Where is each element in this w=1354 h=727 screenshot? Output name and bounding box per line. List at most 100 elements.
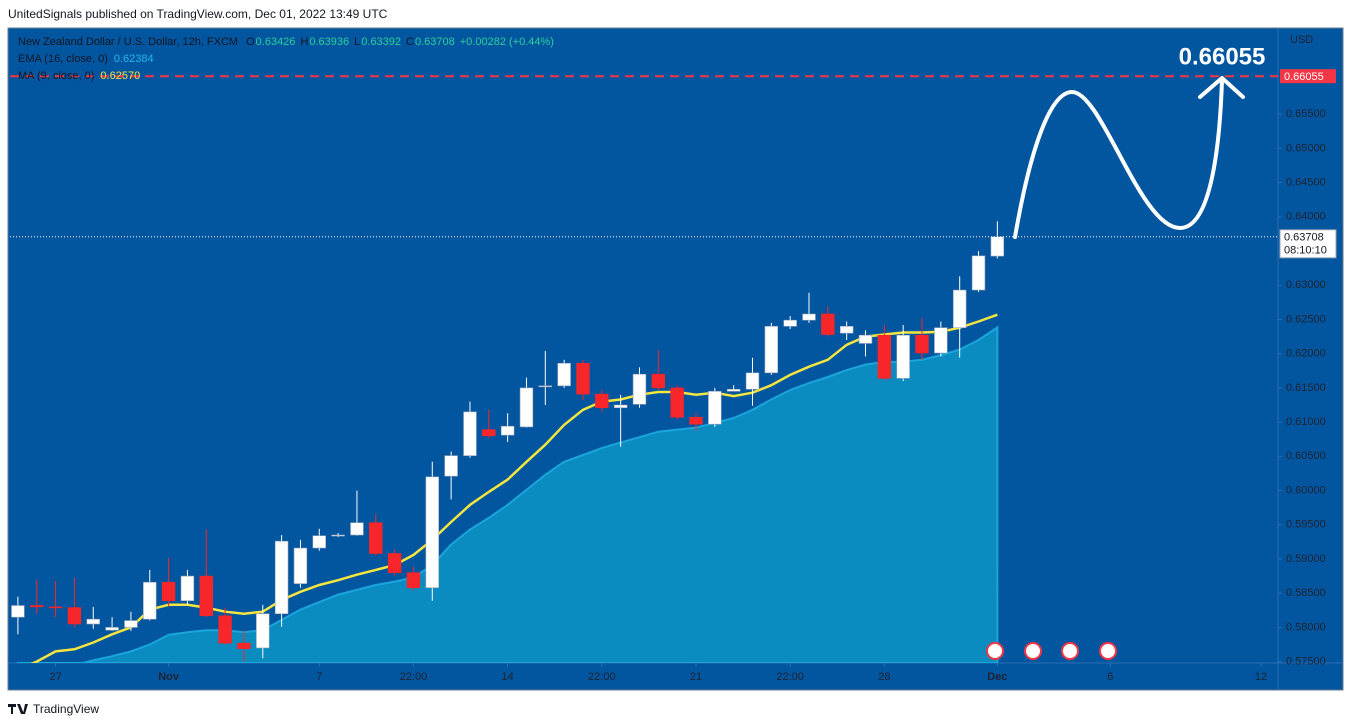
candle-body [293,547,308,584]
candle-body [632,373,647,405]
x-tick-label: 22:00 [400,671,428,683]
candle-body [86,618,100,625]
candle-body [180,575,195,602]
candle-body [30,605,44,608]
y-tick-label: 0.59000 [1286,553,1326,565]
legend-title: New Zealand Dollar / U.S. Dollar, 12h, F… [18,36,238,48]
x-tick-label: Dec [987,671,1007,683]
candle-body [613,404,628,409]
candle-body [387,553,402,573]
y-tick-label: 0.58500 [1286,587,1326,599]
legend-ohlc-value: 0.63426 [256,36,296,48]
candle-body [745,372,760,390]
x-tick-label: 6 [1107,671,1113,683]
y-tick-label: 0.60500 [1286,450,1326,462]
y-tick-label: 0.60000 [1286,484,1326,496]
y-tick-label: 0.62500 [1286,313,1326,325]
target-price-box [1280,69,1336,84]
candle-body [500,425,515,436]
us-flag[interactable] [1061,642,1079,660]
y-tick-label: 0.63000 [1286,279,1326,291]
candle-body [934,327,948,354]
candle-body [143,581,157,620]
candle-body [425,476,439,589]
us-flag[interactable] [986,642,1004,660]
candle-body [237,642,251,649]
candle-body [482,429,496,437]
candle-body [764,326,779,374]
candle-body [256,613,270,649]
candle-body [538,385,553,388]
legend-ohlc-value: 0.63708 [415,36,455,48]
y-tick-label: 0.61000 [1286,416,1326,428]
candle-body [896,334,910,379]
y-tick-label: 0.65000 [1286,142,1326,154]
legend-ohlc-value: 0.63392 [361,36,401,48]
y-tick-label: 0.58000 [1286,621,1326,633]
candle-body [199,575,213,617]
legend-change: +0.00282 (+0.44%) [460,36,554,48]
x-tick-label: 22:00 [588,671,616,683]
x-tick-label: 28 [878,671,890,683]
candle-body [444,455,458,477]
candle-body [821,313,835,335]
legend-ohlc-letter: L [354,36,360,48]
y-tick-label: 0.62000 [1286,348,1326,360]
candle-body [783,319,797,327]
currency-label: USD [1290,34,1313,46]
plot-area [11,221,1005,663]
candle-body [971,255,986,291]
legend-indicator: EMA (16, close, 0) 0.62384 [18,53,154,65]
candle-body [915,334,929,354]
candle-body [406,572,421,589]
candle-body [161,581,176,602]
x-tick-label: 12 [1255,671,1267,683]
target-price-label: 0.66055 [1284,71,1324,83]
candle-body [576,362,590,395]
us-flag[interactable] [1099,642,1117,660]
candle-body [726,388,741,392]
candle-body [312,535,326,549]
candle-body [519,387,534,428]
candle-body [952,289,967,328]
y-tick-label: 0.65500 [1286,108,1326,120]
legend-ohlc-letter: H [300,36,308,48]
candle-body [990,236,1005,257]
candle-body [350,522,364,536]
legend-ohlc-letter: C [406,36,414,48]
candle-body [708,391,722,425]
y-tick-label: 0.59500 [1286,519,1326,531]
legend-indicator-name: EMA (16, close, 0) [18,53,108,65]
us-flag[interactable] [1024,642,1042,660]
x-tick-label: 14 [502,671,514,683]
x-tick-label: Nov [158,671,180,683]
candle-body [11,605,25,618]
candle-body [463,411,477,456]
x-tick-label: 27 [49,671,61,683]
candle-body [858,334,873,344]
candle-body [557,362,571,387]
current-price-box [1279,229,1337,259]
candle-body [369,522,383,554]
target-annotation: 0.66055 [1179,44,1266,71]
y-tick-label: 0.64000 [1286,211,1326,223]
current-price-label: 0.63708 [1284,232,1324,244]
projection-arrow [1013,76,1245,239]
candle-body [670,387,684,418]
candle-body [67,607,82,625]
x-tick-label: 22:00 [776,671,804,683]
x-tick-label: 21 [690,671,702,683]
candle-body [218,615,232,644]
candle-body [802,313,816,321]
candle-body [124,620,138,628]
event-flags [986,642,1117,660]
y-tick-label: 0.64500 [1286,177,1326,189]
legend-ohlc-value: 0.63936 [309,36,349,48]
publisher-header: UnitedSignals published on TradingView.c… [8,7,388,21]
y-tick-label: 0.57500 [1286,656,1326,668]
candle-body [48,606,63,609]
candle-body [331,534,345,537]
candle-body [105,627,119,631]
